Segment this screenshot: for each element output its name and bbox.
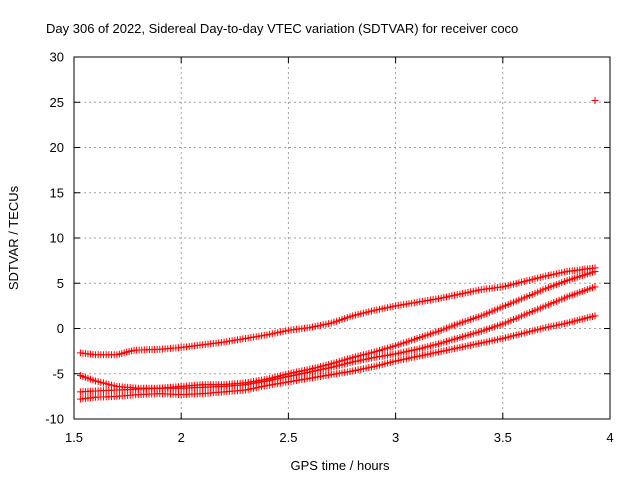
data-point xyxy=(591,283,599,291)
y-tick-label: 10 xyxy=(50,231,64,246)
x-tick-label: 1.5 xyxy=(65,430,83,445)
axes: 1.5 2 2.5 3 3.5 4 -10 -5 0 5 10 15 20 25 30 xyxy=(45,50,613,446)
y-axis-label: SDTVAR / TECUs xyxy=(6,185,21,290)
chart-title: Day 306 of 2022, Sidereal Day-to-day VTE… xyxy=(46,21,518,36)
y-tick-label: 0 xyxy=(57,321,64,336)
data-point xyxy=(591,96,599,104)
data-point xyxy=(591,267,599,275)
y-tick-label: 25 xyxy=(50,95,64,110)
x-tick-label: 3.5 xyxy=(494,430,512,445)
y-tick-label: 15 xyxy=(50,185,64,200)
y-tick-label: 5 xyxy=(57,276,64,291)
series-outlier xyxy=(591,96,599,104)
y-tick-label: -10 xyxy=(45,412,64,427)
data-points xyxy=(76,96,599,403)
x-tick-label: 3 xyxy=(392,430,399,445)
series-track-3 xyxy=(76,283,599,396)
series-track-upper xyxy=(76,264,599,359)
y-tick-label: 20 xyxy=(50,140,64,155)
data-point xyxy=(591,312,599,320)
x-tick-label: 4 xyxy=(606,430,613,445)
x-tick-label: 2.5 xyxy=(279,430,297,445)
y-tick-label: -5 xyxy=(52,366,64,381)
series-track-lower xyxy=(76,312,599,403)
x-tick-label: 2 xyxy=(178,430,185,445)
x-axis-label: GPS time / hours xyxy=(291,458,390,473)
y-tick-label: 30 xyxy=(50,50,64,65)
